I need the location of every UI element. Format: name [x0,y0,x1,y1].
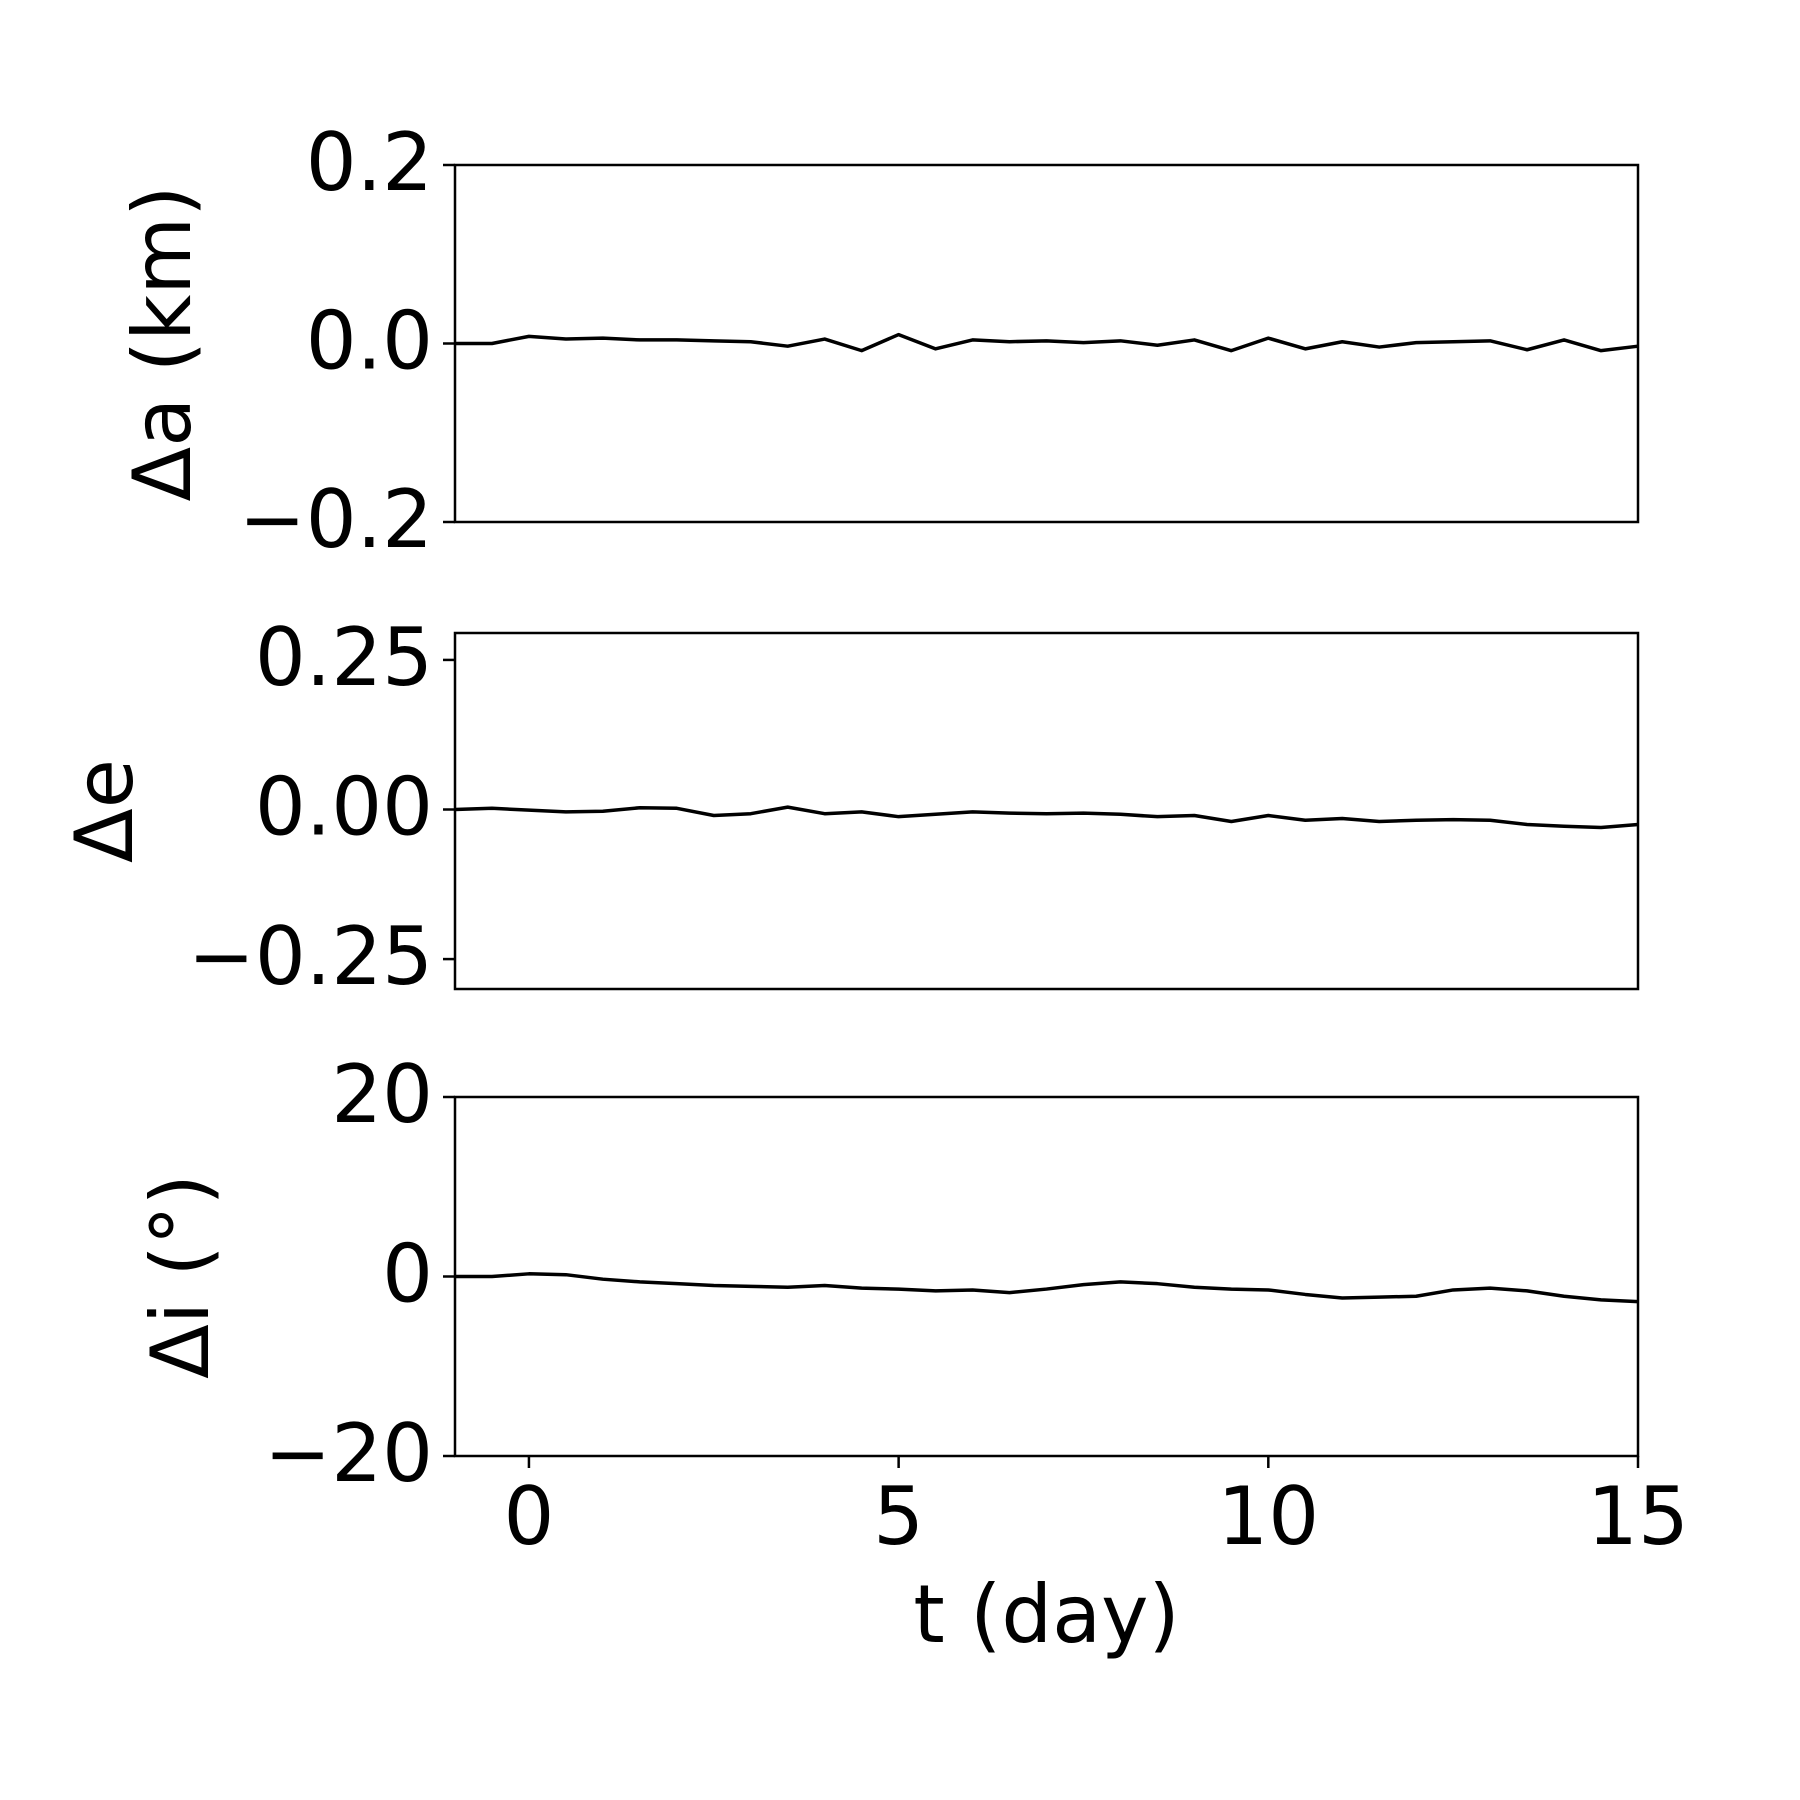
x-tick-label: 10 [1217,1470,1319,1563]
y-tick-label: −20 [264,1407,433,1500]
y-axis-label: Δe [58,759,151,863]
axes-frame [453,163,1640,524]
data-line [454,805,1639,830]
y-tick-label: 0.2 [306,116,433,209]
axes-frame [453,631,1640,991]
y-axis-label: Δi (°) [134,1174,227,1379]
x-tick-label: 5 [873,1470,924,1563]
y-tick-label: −0.2 [239,473,433,566]
data-line [455,332,1639,353]
x-tick-label: 0 [503,1470,554,1563]
x-tick-label: 15 [1587,1470,1689,1563]
y-axis-label: Δa (km) [116,186,209,502]
y-tick-label: 0.00 [255,760,433,853]
y-tick-label: 0.25 [255,611,433,704]
axes-frame [453,1095,1640,1458]
y-tick-label: 0.0 [306,294,433,387]
y-tick-label: 0 [382,1227,433,1320]
y-tick-label: −0.25 [188,910,433,1003]
x-axis-label: t (day) [913,1568,1179,1661]
y-tick-label: 20 [331,1048,433,1141]
data-line [455,1272,1639,1304]
